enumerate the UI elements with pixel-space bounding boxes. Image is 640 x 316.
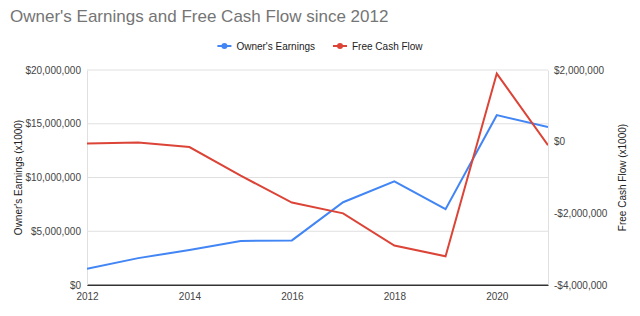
x-tick: 2014 <box>179 285 202 302</box>
y2-axis: -$4,000,000 -$2,000,000 $0 $2,000,000 <box>548 65 608 291</box>
y-tick-label: $20,000,000 <box>25 65 81 76</box>
y2-tick: -$4,000,000 <box>548 280 608 291</box>
y-axis-line <box>87 71 88 286</box>
y-tick-label: $5,000,000 <box>31 226 81 237</box>
x-tick-label: 2020 <box>486 291 509 302</box>
grid-line <box>87 231 548 232</box>
y-tick: $15,000,000 <box>25 118 87 129</box>
title: Owner's Earnings and Free Cash Flow sinc… <box>10 7 388 26</box>
y2-axis-title: Free Cash Flow (x1000) <box>617 124 628 231</box>
legend-swatch-dot <box>221 43 227 49</box>
y-tick: $20,000,000 <box>25 65 87 76</box>
y-tick-label: $0 <box>70 280 82 291</box>
y2-tick: -$2,000,000 <box>548 208 608 219</box>
grid-line <box>87 70 548 71</box>
x-tick: 2018 <box>384 285 407 302</box>
x-axis: 2012 2014 2016 2018 2020 <box>76 285 548 302</box>
y-axis-title: Owner's Earnings (x1000) <box>13 120 24 235</box>
y-tick: $10,000,000 <box>25 172 87 183</box>
legend-label: Owner's Earnings <box>236 41 315 52</box>
y2-tick: $0 <box>548 136 566 147</box>
grid-line <box>87 123 548 124</box>
y2-tick-label: -$2,000,000 <box>554 208 608 219</box>
y-tick-label: $10,000,000 <box>25 172 81 183</box>
x-tick-label: 2018 <box>384 291 407 302</box>
y2-tick-label: -$4,000,000 <box>554 280 608 291</box>
grid <box>87 70 548 285</box>
x-axis-line <box>88 285 549 286</box>
grid-line <box>87 177 548 178</box>
grid-line <box>87 285 548 286</box>
chart: Owner's Earnings and Free Cash Flow sinc… <box>0 0 640 316</box>
x-tick: 2016 <box>281 285 304 302</box>
y-tick: $5,000,000 <box>31 226 87 237</box>
y-tick-label: $15,000,000 <box>25 118 81 129</box>
plot-area <box>87 74 548 269</box>
x-tick: 2020 <box>486 285 509 302</box>
y2-tick-label: $0 <box>554 136 566 147</box>
x-tick-label: 2014 <box>179 291 202 302</box>
y2-tick: $2,000,000 <box>548 65 604 76</box>
y2-axis-line <box>548 71 549 286</box>
y-tick: $0 <box>70 280 87 291</box>
series-line <box>87 74 548 257</box>
x-tick-label: 2016 <box>281 291 304 302</box>
x-tick: 2012 <box>76 285 99 302</box>
legend-label: Free Cash Flow <box>352 41 423 52</box>
legend-item: Free Cash Flow <box>333 41 423 52</box>
y2-tick-label: $2,000,000 <box>554 65 604 76</box>
y-axis: $0 $5,000,000 $10,000,000 $15,000,000 $20,00… <box>25 65 87 291</box>
legend-item: Owner's Earnings <box>217 41 315 52</box>
legend: Owner's Earnings Free Cash Flow <box>217 41 423 52</box>
legend-swatch-dot <box>337 43 343 49</box>
x-tick-label: 2012 <box>76 291 99 302</box>
